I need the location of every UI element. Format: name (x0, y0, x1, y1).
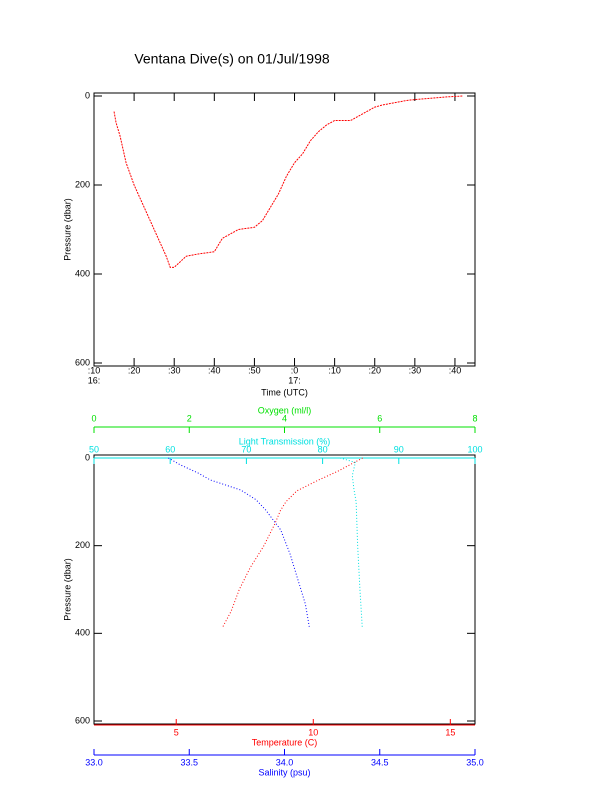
x-tick-label: 80 (318, 444, 328, 454)
y-tick-label: 600 (75, 357, 90, 367)
x-tick-label: :30 (409, 365, 422, 375)
y-axis-label: Pressure (dbar) (62, 198, 72, 261)
x-axis-label: Light Transmission (%) (239, 436, 331, 446)
x-tick-label: 10 (308, 727, 318, 737)
x-tick-label: 0 (91, 413, 96, 423)
chart-title: Ventana Dive(s) on 01/Jul/1998 (134, 51, 330, 67)
x-tick-label: :10 (88, 365, 101, 375)
x-tick-label: :40 (208, 365, 221, 375)
y-tick-label: 200 (75, 179, 90, 189)
x-tick-label: :20 (128, 365, 141, 375)
depth-trace (113, 95, 463, 268)
x-axis-label: Temperature (C) (252, 737, 318, 747)
x-tick-label: :30 (168, 365, 181, 375)
profile-trace (222, 457, 363, 627)
x-tick-label: 33.0 (85, 757, 103, 767)
x-tick-label: 4 (282, 413, 287, 423)
x-tick-label: 50 (89, 444, 99, 454)
x-tick-label: 33.5 (180, 757, 198, 767)
y-tick-label: 600 (75, 715, 90, 725)
x-tick-label: 90 (394, 444, 404, 454)
x-tick-label: 15 (445, 727, 455, 737)
x-axis-label: Time (UTC) (261, 387, 308, 397)
plot-frame (93, 454, 476, 725)
x-tick-label: 100 (467, 444, 482, 454)
y-tick-label: 400 (75, 628, 90, 638)
profile-trace (168, 457, 310, 627)
x-tick-label: 35.0 (466, 757, 484, 767)
x-tick-label: 2 (187, 413, 192, 423)
x-tick-sublabel: 17: (288, 375, 301, 385)
x-tick-label: :40 (449, 365, 462, 375)
profile-trace (339, 457, 363, 627)
x-tick-label: 34.5 (371, 757, 389, 767)
x-tick-label: :20 (368, 365, 381, 375)
x-tick-label: 70 (241, 444, 251, 454)
y-axis-label: Pressure (dbar) (62, 558, 72, 621)
x-tick-label: 5 (174, 727, 179, 737)
plot-frame (93, 92, 476, 367)
x-tick-label: 8 (472, 413, 477, 423)
x-tick-label: :10 (328, 365, 341, 375)
y-tick-label: 200 (75, 540, 90, 550)
y-tick-label: 0 (85, 452, 90, 462)
x-tick-label: 60 (165, 444, 175, 454)
x-axis-label: Salinity (psu) (258, 767, 310, 777)
x-tick-sublabel: 16: (88, 375, 101, 385)
y-tick-label: 0 (85, 90, 90, 100)
x-tick-label: 6 (377, 413, 382, 423)
x-tick-label: :50 (248, 365, 261, 375)
x-axis-label: Oxygen (ml/l) (258, 405, 312, 415)
x-tick-label: 34.0 (276, 757, 294, 767)
y-tick-label: 400 (75, 268, 90, 278)
x-tick-label: :0 (291, 365, 299, 375)
